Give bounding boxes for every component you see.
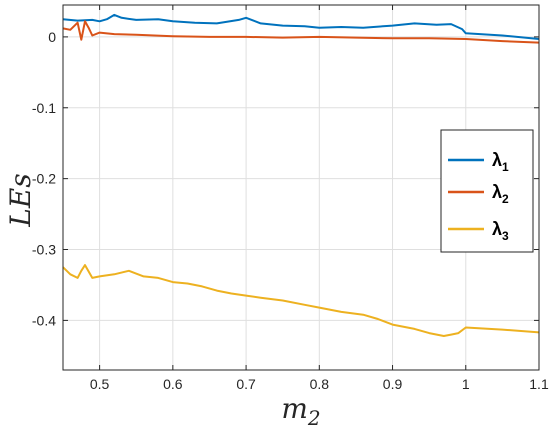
series-line-3 bbox=[62, 264, 540, 337]
y-tick-label: -0.3 bbox=[32, 242, 56, 258]
series-lines bbox=[62, 13, 540, 337]
x-axis-label: m2 bbox=[281, 392, 320, 427]
legend-label-2: λ2 bbox=[492, 182, 509, 206]
legend-label-3: λ3 bbox=[492, 219, 509, 243]
series-line-2 bbox=[62, 20, 540, 44]
y-tick-label: -0.1 bbox=[32, 100, 56, 116]
x-tick-label: 0.6 bbox=[163, 376, 183, 392]
x-tick-label: 0.7 bbox=[236, 376, 256, 392]
legend: λ1 λ2 λ3 bbox=[440, 129, 534, 253]
x-tick-label: 1 bbox=[462, 376, 470, 392]
x-tick-label: 0.8 bbox=[310, 376, 330, 392]
x-tick-label: 1.1 bbox=[529, 376, 549, 392]
tick-labels: 0.5 0.6 0.7 0.8 0.9 1 1.1 0 -0.1 -0.2 -0.3 -0.4 bbox=[32, 29, 549, 392]
y-tick-label: -0.4 bbox=[32, 312, 56, 328]
y-tick-label: -0.2 bbox=[32, 171, 56, 187]
tick-marks bbox=[63, 5, 540, 370]
series-line-1 bbox=[62, 13, 540, 40]
legend-label-1: λ1 bbox=[492, 150, 509, 174]
x-tick-label: 0.9 bbox=[383, 376, 403, 392]
y-tick-label: 0 bbox=[48, 29, 56, 45]
x-tick-label: 0.5 bbox=[90, 376, 110, 392]
axes-box bbox=[62, 4, 540, 371]
y-axis-label: LEs bbox=[4, 173, 37, 227]
